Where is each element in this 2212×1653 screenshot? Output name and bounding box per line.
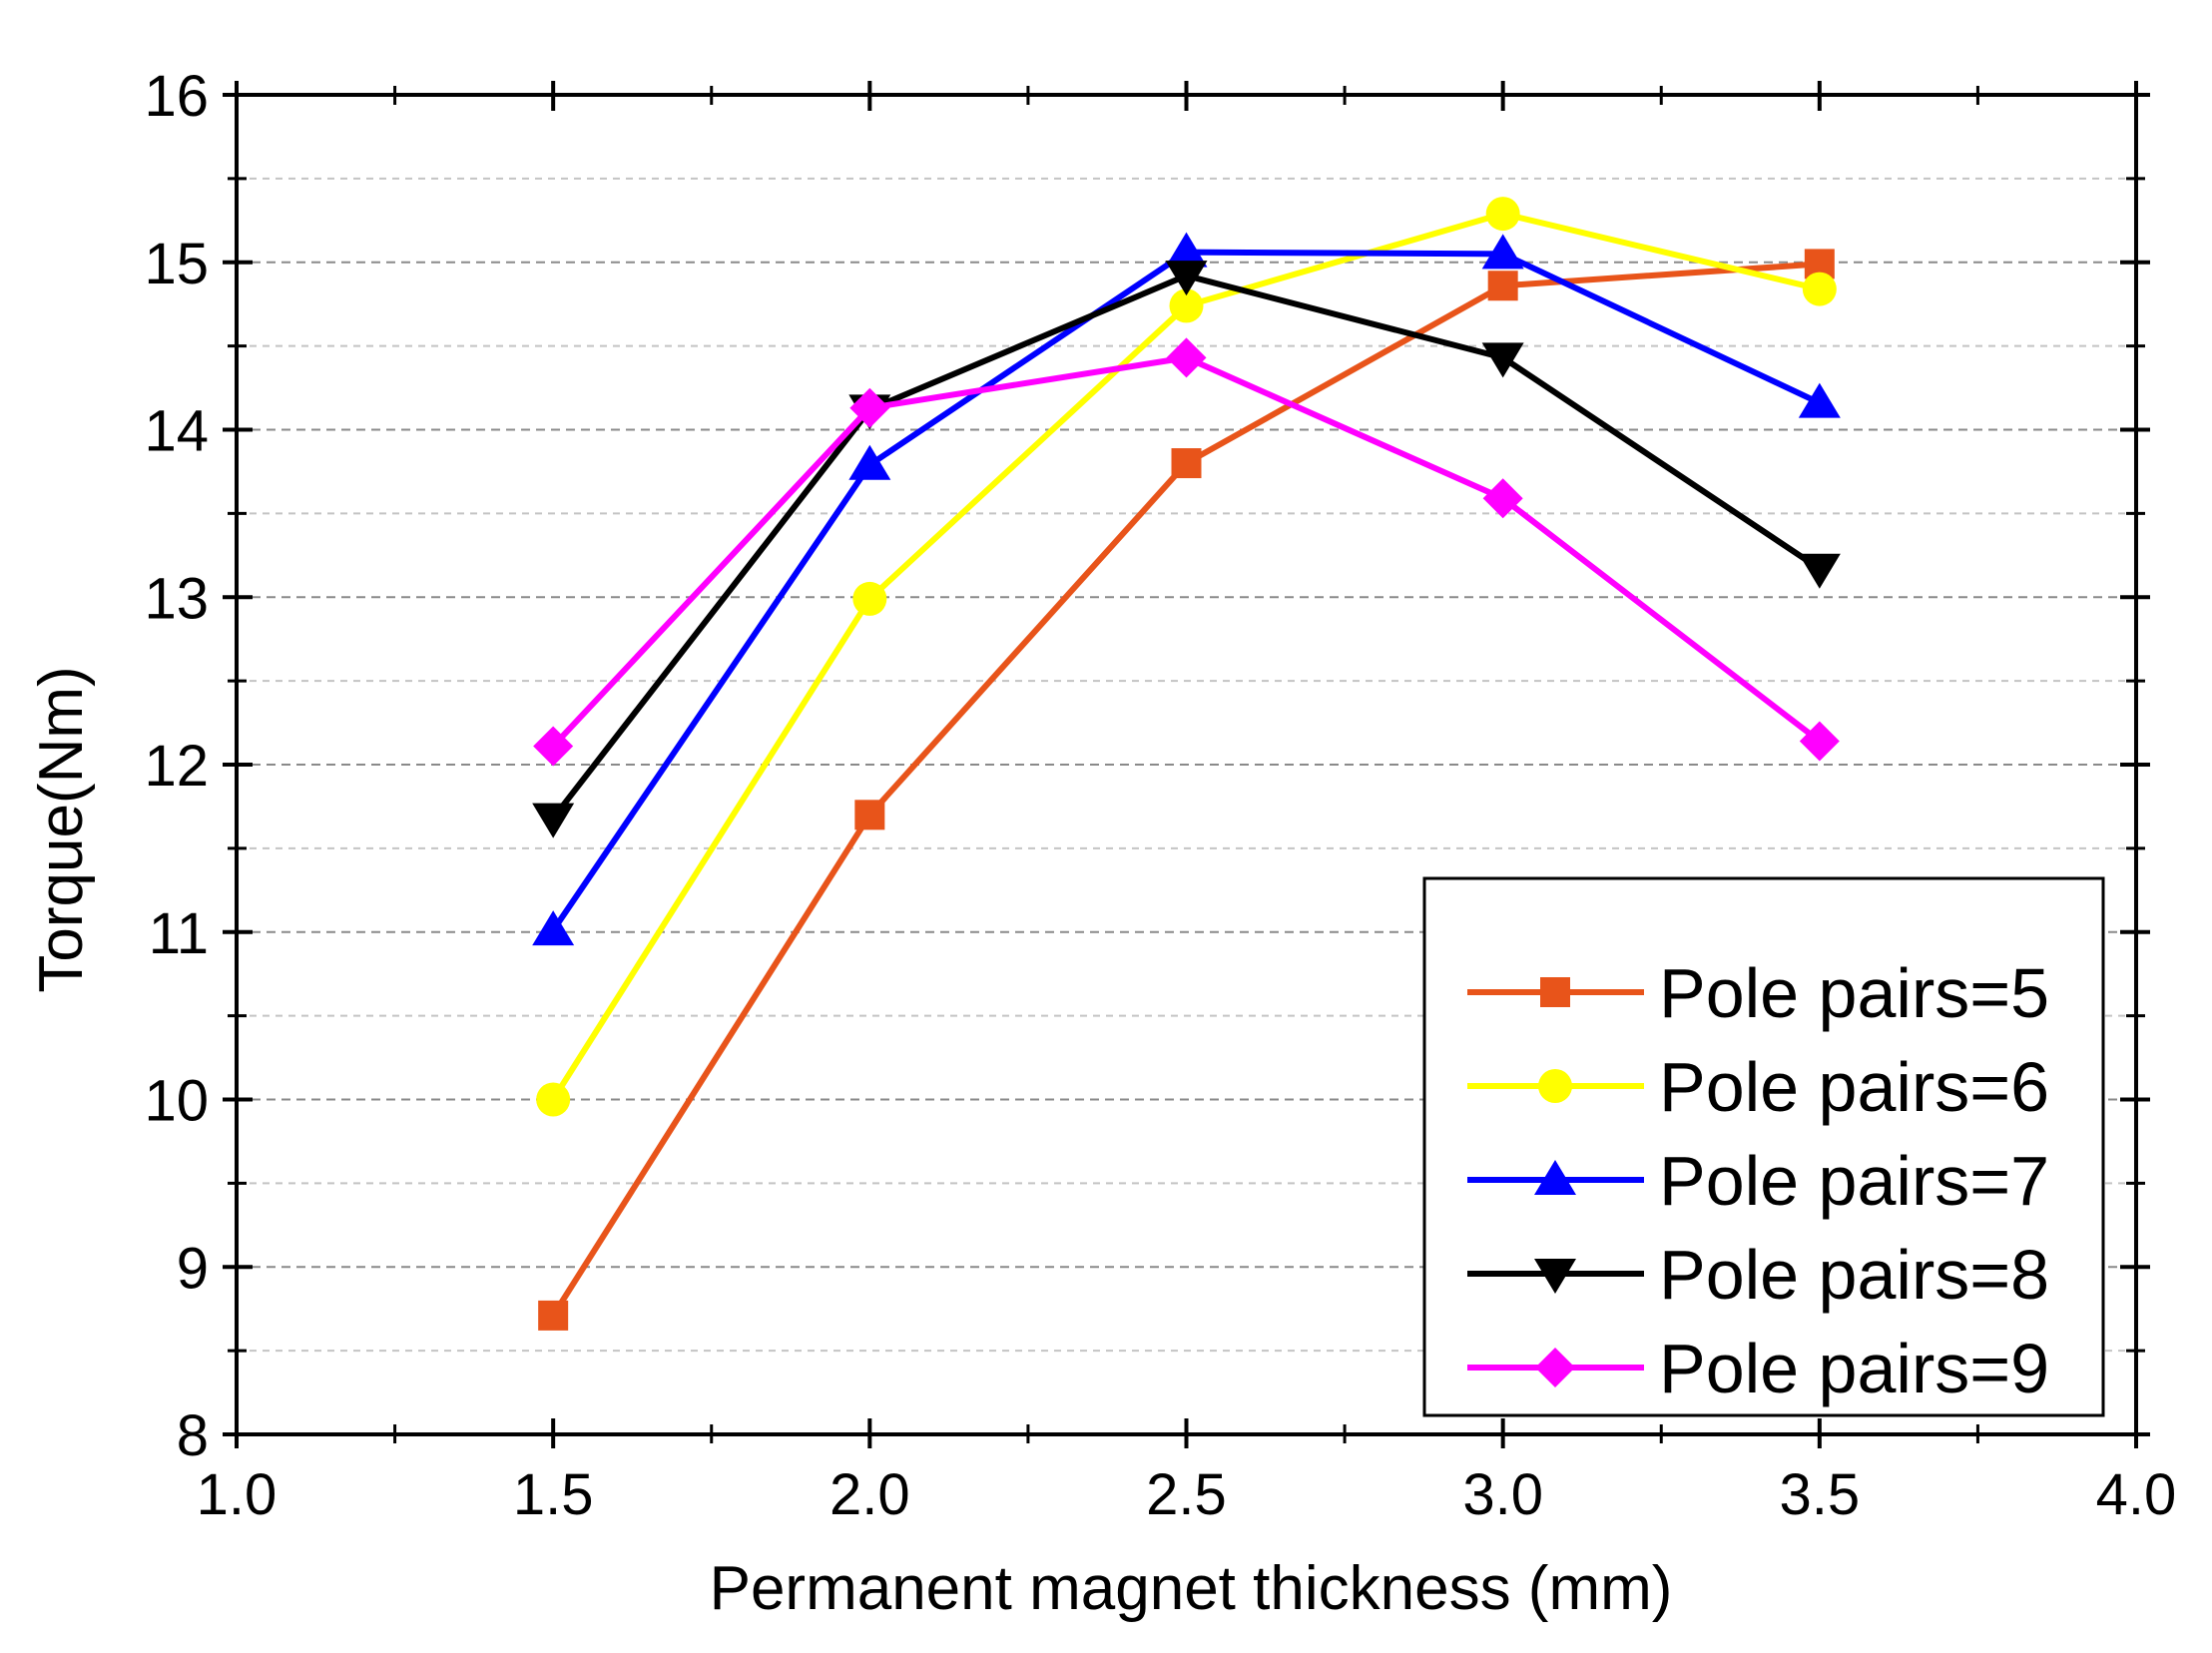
data-point xyxy=(1799,721,1840,762)
data-point xyxy=(854,800,885,830)
data-point xyxy=(1798,382,1841,418)
data-point xyxy=(1485,197,1520,232)
data-point xyxy=(532,803,575,838)
legend-label: Pole pairs=8 xyxy=(1659,1236,2049,1314)
x-tick-label: 3.0 xyxy=(1462,1462,1543,1527)
y-tick-label: 12 xyxy=(144,734,209,799)
data-point xyxy=(1165,261,1208,296)
data-point xyxy=(1482,478,1523,519)
y-tick-label: 15 xyxy=(144,232,209,296)
x-tick-label: 3.5 xyxy=(1780,1462,1861,1527)
legend-label: Pole pairs=9 xyxy=(1659,1330,2049,1407)
x-tick-label: 1.0 xyxy=(197,1462,277,1527)
x-tick-label: 2.5 xyxy=(1146,1462,1227,1527)
legend-item: Pole pairs=7 xyxy=(1467,1142,2049,1220)
series-layer xyxy=(532,197,1841,1331)
data-point xyxy=(1481,234,1524,270)
y-tick-label: 10 xyxy=(144,1069,209,1134)
series-3 xyxy=(532,232,1841,946)
data-point xyxy=(1166,337,1207,378)
legend-swatch-marker xyxy=(1538,1069,1572,1103)
data-point xyxy=(538,1300,569,1331)
frame-layer: 8 9 10 11 12 13 14 15 16 1.0 1.5 2.0 2.5 3.0 3.5 4.0 xyxy=(144,64,2176,1527)
y-tick-label: 8 xyxy=(177,1403,209,1468)
legend-item: Pole pairs=5 xyxy=(1467,954,2049,1032)
data-point xyxy=(1169,288,1204,323)
data-point xyxy=(1171,448,1202,479)
legend-swatch-marker xyxy=(1535,1348,1575,1387)
y-tick-label: 14 xyxy=(144,399,209,464)
legend-swatch-marker xyxy=(1534,1160,1576,1195)
data-point xyxy=(848,444,891,480)
series-2 xyxy=(536,197,1837,1117)
data-point xyxy=(1798,553,1841,589)
legend-swatch-marker xyxy=(1540,977,1570,1007)
series-1 xyxy=(538,249,1835,1331)
data-point xyxy=(532,910,575,946)
legend-label: Pole pairs=5 xyxy=(1659,954,2049,1032)
y-tick-label: 13 xyxy=(144,566,209,631)
legend-label: Pole pairs=7 xyxy=(1659,1142,2049,1220)
y-tick-label: 11 xyxy=(149,901,209,966)
x-tick-label: 4.0 xyxy=(2096,1462,2177,1527)
data-point xyxy=(1165,232,1208,268)
legend-item: Pole pairs=6 xyxy=(1467,1048,2049,1126)
legend-swatch-marker xyxy=(1534,1259,1576,1294)
data-point xyxy=(849,387,890,428)
legend: Pole pairs=5 Pole pairs=6 Pole pairs=7 Pole… xyxy=(1422,876,2105,1417)
data-point xyxy=(1487,271,1518,301)
data-point xyxy=(1481,342,1524,378)
x-tick-label: 2.0 xyxy=(830,1462,910,1527)
data-point xyxy=(533,726,574,767)
data-point xyxy=(852,581,887,616)
data-point xyxy=(1802,272,1837,306)
legend-item: Pole pairs=9 xyxy=(1467,1330,2049,1407)
y-tick-label: 16 xyxy=(144,64,209,129)
legend-item: Pole pairs=8 xyxy=(1467,1236,2049,1314)
y-tick-label: 9 xyxy=(177,1236,209,1301)
legend-label: Pole pairs=6 xyxy=(1659,1048,2049,1126)
x-tick-label: 1.5 xyxy=(513,1462,594,1527)
y-axis-title: Torque(Nm) xyxy=(27,666,96,992)
legend-box xyxy=(1422,876,2105,1417)
x-axis-title: Permanent magnet thickness (mm) xyxy=(710,1554,1673,1623)
series-5 xyxy=(533,337,1840,767)
data-point xyxy=(536,1082,571,1117)
